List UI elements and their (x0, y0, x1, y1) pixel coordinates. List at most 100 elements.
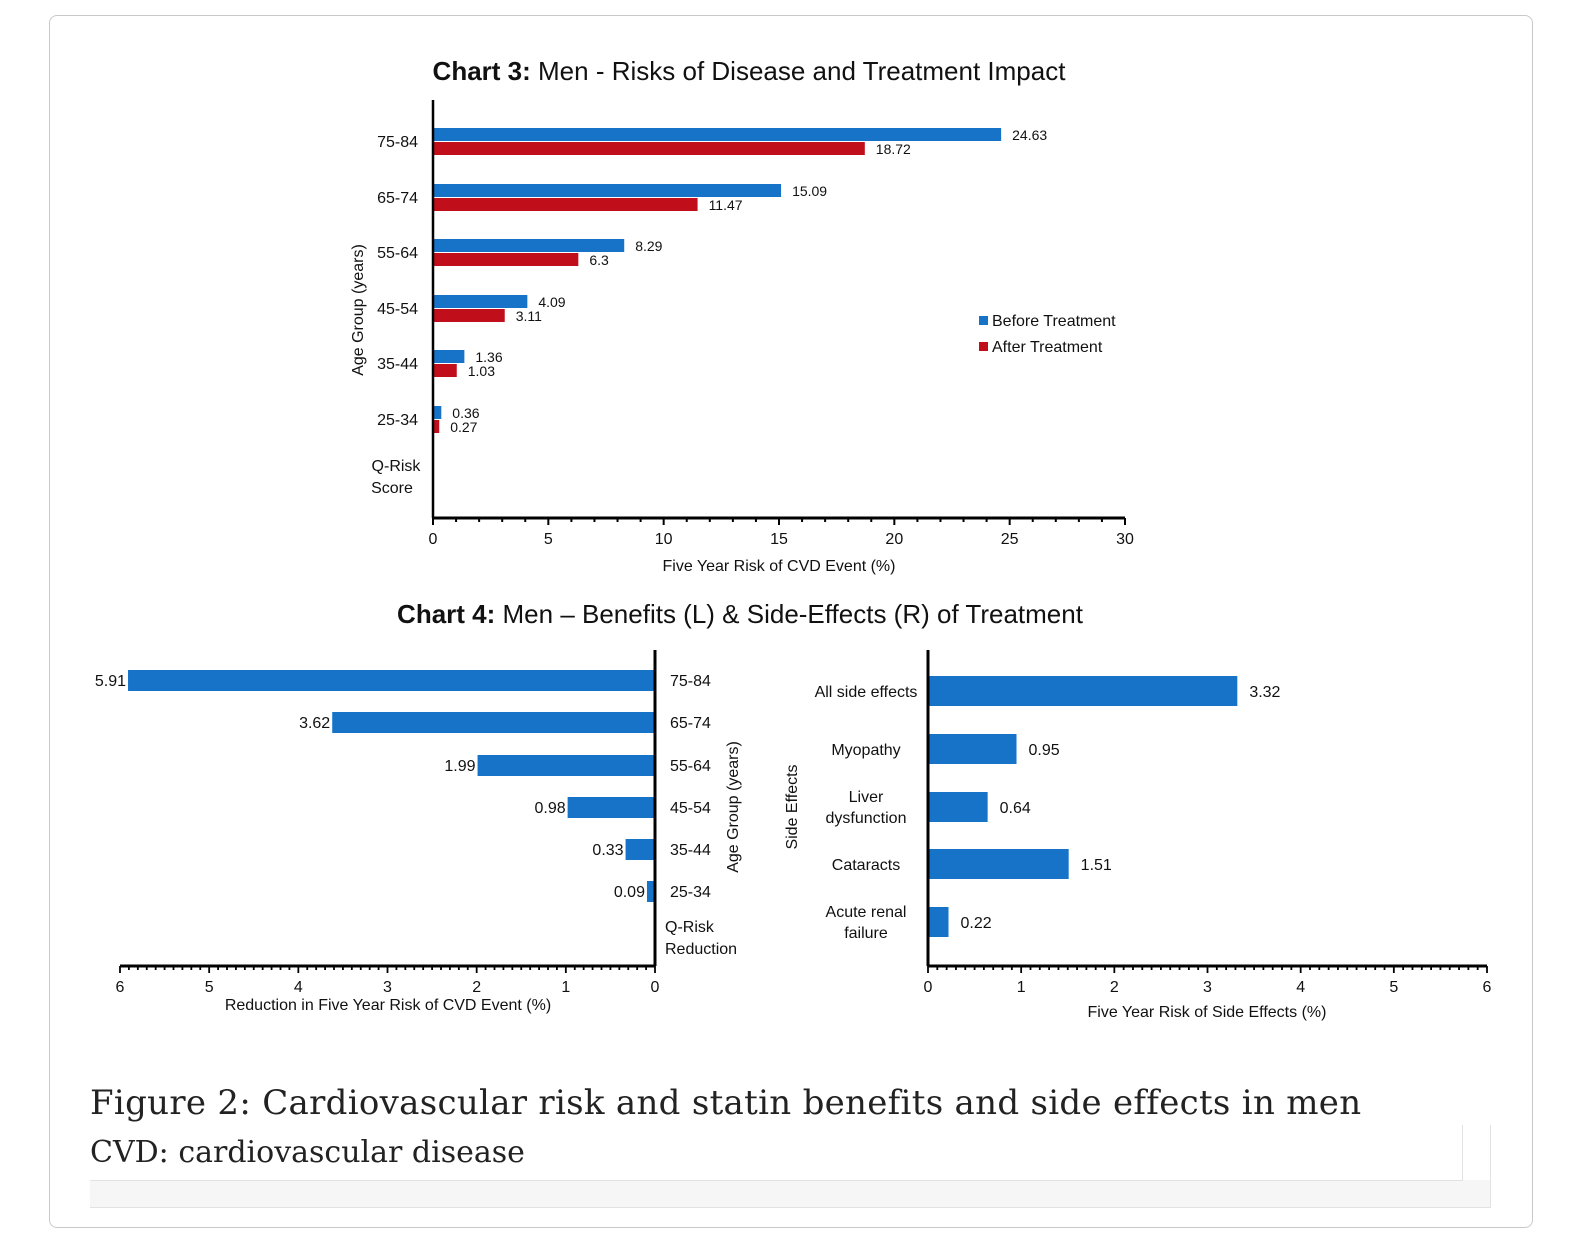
benefit-y-axis-title: Age Group (years) (725, 741, 742, 873)
side-effect-y-axis-title: Side Effects (784, 764, 801, 849)
side-effect-x-tick-label-1: 1 (1017, 979, 1026, 996)
x-axis-title: Five Year Risk of CVD Event (%) (663, 558, 896, 575)
bar-after-55-64 (433, 253, 579, 266)
category-label-45-54: 45-54 (377, 301, 418, 318)
x-tick-label-20: 20 (885, 531, 903, 548)
side-effect-category-acute-renal-failure-line1: Acute renal (826, 904, 907, 921)
bar-after-45-54 (433, 309, 505, 322)
bar-before-35-44 (433, 350, 465, 363)
benefit-bar-45-54 (567, 797, 655, 818)
figure-caption-title: Figure 2: Cardiovascular risk and statin… (90, 1083, 1362, 1123)
side-effect-x-tick-label-5: 5 (1389, 979, 1398, 996)
benefit-x-axis-title: Reduction in Five Year Risk of CVD Event… (225, 997, 551, 1014)
label-before-55-64: 8.29 (635, 238, 662, 254)
benefit-x-tick-label-1: 1 (561, 979, 570, 996)
benefit-x-tick-label-4: 4 (294, 979, 303, 996)
legend-label-before: Before Treatment (992, 313, 1116, 330)
benefit-x-tick-label-5: 5 (205, 979, 214, 996)
chart3-title: Chart 3: Men - Risks of Disease and Trea… (433, 56, 1067, 86)
side-effect-x-tick-label-4: 4 (1296, 979, 1305, 996)
side-effect-bar-acute-renal-failure (928, 907, 949, 937)
chart3-plot: 24.63 18.72 75-84 15.09 11.47 65-74 8.29 6.3 55-… (350, 100, 1134, 575)
side-effect-bar-myopathy (928, 734, 1017, 764)
side-effect-bar-all-side-effects (928, 676, 1238, 706)
benefit-category-25-34: 25-34 (670, 884, 711, 901)
benefit-x-tick-label-2: 2 (472, 979, 481, 996)
benefit-category-55-64: 55-64 (670, 758, 711, 775)
x-tick-label-30: 30 (1116, 531, 1134, 548)
label-before-45-54: 4.09 (538, 294, 565, 310)
benefit-x-tick-label-0: 0 (651, 979, 660, 996)
side-effect-category-liver-dysfunction-line2: dysfunction (826, 810, 907, 827)
legend-swatch-after (979, 342, 988, 351)
side-effect-value-liver-dysfunction: 0.64 (1000, 800, 1031, 817)
benefit-value-75-84: 5.91 (95, 673, 126, 690)
side-effect-value-acute-renal-failure: 0.22 (960, 915, 991, 932)
side-effect-value-cataracts: 1.51 (1081, 857, 1112, 874)
category-label-75-84: 75-84 (377, 134, 418, 151)
label-after-25-34: 0.27 (450, 419, 477, 435)
side-effect-category-cataracts: Cataracts (832, 857, 900, 874)
side-effect-x-tick-label-3: 3 (1203, 979, 1212, 996)
benefit-category-65-74: 65-74 (670, 715, 711, 732)
label-after-35-44: 1.03 (468, 363, 495, 379)
label-after-45-54: 3.11 (516, 308, 542, 324)
chart4-right-plot: 3.32 All side effects 0.95 Myopathy 0.64 Live… (784, 650, 1492, 1021)
side-effect-x-tick-label-2: 2 (1110, 979, 1119, 996)
benefit-value-55-64: 1.99 (444, 758, 475, 775)
x-tick-label-15: 15 (770, 531, 788, 548)
side-effect-x-tick-label-6: 6 (1483, 979, 1492, 996)
label-before-65-74: 15.09 (792, 183, 827, 199)
label-before-25-34: 0.36 (452, 405, 479, 421)
bar-after-75-84 (433, 142, 865, 155)
benefit-value-35-44: 0.33 (592, 842, 623, 859)
category-label-35-44: 35-44 (377, 356, 418, 373)
benefit-footer-line2: Reduction (665, 941, 737, 958)
benefit-x-tick-label-3: 3 (383, 979, 392, 996)
figure-card (49, 15, 1533, 1228)
legend-swatch-before (979, 316, 988, 325)
chart4-title: Chart 4: Men – Benefits (L) & Side-Effec… (397, 599, 1084, 629)
benefit-bar-25-34 (646, 881, 655, 902)
benefit-bar-55-64 (477, 755, 655, 776)
side-effect-bar-cataracts (928, 849, 1069, 879)
chart4-left-plot: 5.91 75-84 3.62 65-74 1.99 55-64 0.98 45-54 0.33… (95, 650, 742, 1014)
caption-box (90, 1125, 1491, 1208)
chart3-title-bold: Chart 3: (433, 56, 531, 86)
bar-before-75-84 (433, 128, 1002, 141)
side-effect-x-axis-title: Five Year Risk of Side Effects (%) (1088, 1004, 1327, 1021)
bar-after-25-34 (433, 420, 440, 433)
x-tick-label-25: 25 (1001, 531, 1019, 548)
charts-svg: Chart 3: Men - Risks of Disease and Trea… (95, 56, 1492, 1021)
figure-caption-subtitle: CVD: cardiovascular disease (90, 1135, 525, 1170)
bar-after-65-74 (433, 198, 698, 211)
benefit-value-25-34: 0.09 (614, 884, 645, 901)
benefit-category-45-54: 45-54 (670, 800, 711, 817)
benefit-x-tick-label-6: 6 (116, 979, 125, 996)
bar-after-35-44 (433, 364, 457, 377)
category-label-25-34: 25-34 (377, 412, 418, 429)
benefit-value-65-74: 3.62 (299, 715, 330, 732)
x-tick-label-10: 10 (655, 531, 673, 548)
figure-image: Chart 3: Men - Risks of Disease and Trea… (95, 56, 1492, 1021)
footer-label-line1: Q-Risk (372, 458, 422, 475)
bar-before-55-64 (433, 239, 625, 252)
label-before-35-44: 1.36 (475, 349, 502, 365)
benefit-bar-65-74 (332, 712, 655, 733)
benefit-category-75-84: 75-84 (670, 673, 711, 690)
benefit-value-45-54: 0.98 (534, 800, 565, 817)
x-tick-label-0: 0 (429, 531, 438, 548)
side-effect-x-tick-label-0: 0 (924, 979, 933, 996)
caption-box-inner (90, 1125, 1463, 1181)
chart4-title-rest: Men – Benefits (L) & Side-Effects (R) of… (495, 599, 1083, 629)
category-label-65-74: 65-74 (377, 190, 418, 207)
chart3-title-rest: Men - Risks of Disease and Treatment Imp… (531, 56, 1066, 86)
label-before-75-84: 24.63 (1012, 127, 1047, 143)
side-effect-category-acute-renal-failure-line2: failure (844, 925, 888, 942)
benefit-footer-line1: Q-Risk (665, 919, 715, 936)
label-after-75-84: 18.72 (876, 141, 911, 157)
bar-before-25-34 (433, 406, 442, 419)
benefit-category-35-44: 35-44 (670, 842, 711, 859)
benefit-bar-75-84 (128, 670, 655, 691)
benefit-bar-35-44 (625, 839, 655, 860)
